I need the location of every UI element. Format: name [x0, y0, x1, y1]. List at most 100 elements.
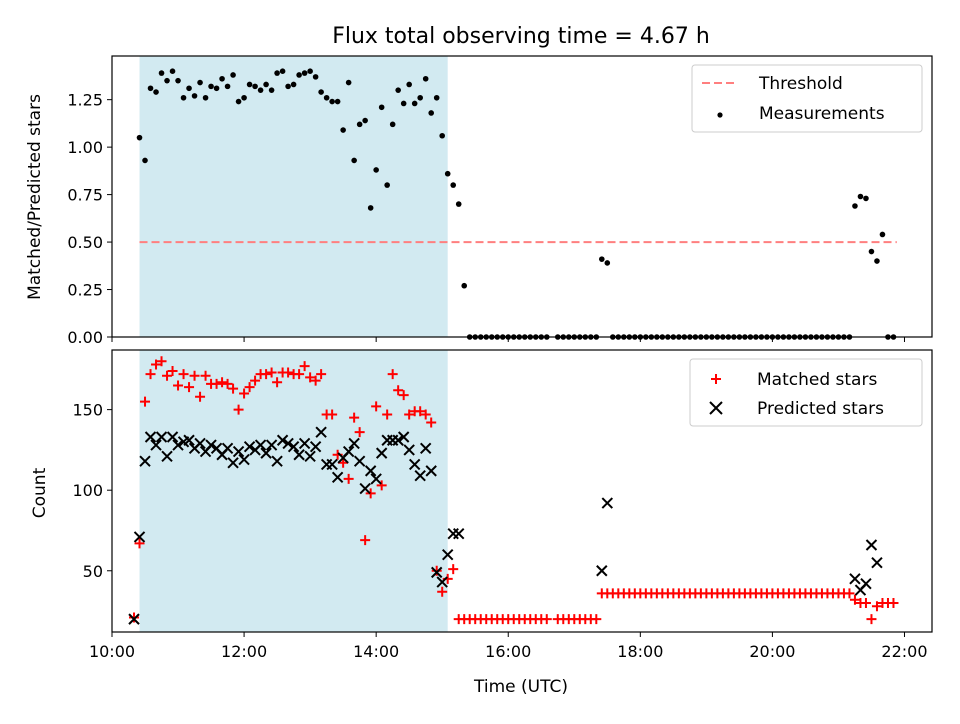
- matched-star-mark: [129, 612, 140, 623]
- x-tick-label: 18:00: [617, 642, 663, 661]
- measurement-point: [235, 98, 242, 105]
- predicted-star-stroke: [375, 447, 388, 459]
- observing-span-shade: [139, 56, 448, 337]
- measurement-point: [406, 81, 412, 88]
- matched-star-mark: [888, 597, 899, 608]
- matched-star-stroke: [338, 457, 349, 468]
- predicted-star-mark: [353, 455, 366, 467]
- measurement-point: [879, 231, 886, 238]
- predicted-star-stroke: [392, 434, 404, 446]
- x-tick-label: 16:00: [485, 642, 531, 661]
- matched-star-mark: [211, 378, 222, 389]
- observing-span-shade: [139, 350, 448, 632]
- predicted-star-stroke: [601, 497, 614, 509]
- matched-star-mark: [283, 367, 294, 378]
- matched-star-stroke: [272, 377, 283, 388]
- matched-star-mark: [426, 417, 437, 428]
- y-tick-label: 0.75: [67, 186, 103, 205]
- predicted-star-mark: [408, 458, 421, 471]
- matched-star-mark: [189, 370, 200, 381]
- legend: Threshold Measurements: [691, 64, 923, 133]
- predicted-star-mark: [287, 440, 300, 453]
- matched-star-stroke: [541, 614, 552, 625]
- predicted-star-mark: [326, 458, 338, 471]
- matched-star-stroke: [151, 359, 162, 370]
- matched-star-mark: [349, 412, 360, 423]
- predicted-star-stroke: [298, 437, 311, 450]
- legend-box: [691, 64, 923, 133]
- matched-star-mark: [371, 401, 382, 412]
- predicted-star-stroke: [408, 458, 421, 471]
- matched-star-mark: [173, 380, 184, 391]
- predicted-star-stroke: [430, 566, 443, 579]
- measurement-point: [461, 282, 468, 289]
- matched-star-mark: [404, 409, 415, 420]
- measurement-point: [268, 87, 275, 93]
- matched-star-stroke: [283, 367, 294, 378]
- matched-star-stroke: [217, 377, 228, 388]
- measurement-point: [351, 157, 357, 164]
- measurement-point: [367, 205, 374, 211]
- matched-star-stroke: [305, 372, 316, 383]
- measurement-point: [252, 83, 258, 90]
- matched-star-mark: [387, 369, 398, 380]
- measurement-point: [169, 68, 176, 74]
- measurement-point: [356, 121, 363, 128]
- matched-star-mark: [541, 614, 552, 625]
- matched-star-stroke: [398, 390, 409, 401]
- matched-star-stroke: [415, 406, 426, 417]
- measurement-point: [384, 182, 390, 188]
- predicted-star-mark: [375, 447, 388, 459]
- matched-star-stroke: [365, 488, 376, 499]
- matched-star-mark: [393, 385, 404, 396]
- matched-star-mark: [294, 369, 305, 380]
- predicted-star-mark: [276, 434, 289, 446]
- matched-star-stroke: [244, 382, 255, 393]
- predicted-star-mark: [392, 434, 404, 446]
- predicted-star-stroke: [353, 455, 366, 467]
- x-tick-label: 10:00: [89, 642, 135, 661]
- measurement-point: [147, 85, 154, 92]
- matched-star-mark: [217, 377, 228, 388]
- predicted-star-mark: [364, 465, 377, 477]
- measurement-point: [395, 87, 401, 93]
- predicted-star-mark: [871, 557, 883, 569]
- matched-star-stroke: [376, 480, 387, 491]
- predicted-star-stroke: [271, 455, 283, 467]
- matched-star-mark: [222, 378, 233, 389]
- matched-star-stroke: [266, 367, 277, 378]
- matched-star-stroke: [173, 380, 184, 391]
- predicted-star-mark: [430, 566, 443, 579]
- predicted-star-stroke: [419, 442, 432, 455]
- matched-star-mark: [228, 383, 239, 394]
- predicted-star-stroke: [128, 613, 140, 625]
- matched-star-stroke: [860, 597, 871, 608]
- measurement-point: [428, 110, 434, 116]
- matched-star-mark: [305, 372, 316, 383]
- axes-frame: [111, 55, 933, 338]
- x-tick-label: 22:00: [881, 642, 927, 661]
- matched-star-mark: [871, 601, 882, 612]
- measurement-point: [373, 167, 379, 173]
- predicted-star-mark: [601, 497, 614, 509]
- matched-star-stroke: [382, 409, 393, 420]
- x-tick-label: 14:00: [353, 642, 399, 661]
- measurement-point: [378, 104, 385, 111]
- matched-star-mark: [398, 390, 409, 401]
- matched-star-mark: [239, 388, 250, 399]
- matched-star-stroke: [420, 409, 431, 420]
- measurement-point: [422, 75, 429, 82]
- predicted-star-stroke: [172, 439, 184, 451]
- predicted-star-stroke: [205, 439, 217, 451]
- measurement-point: [285, 83, 291, 90]
- measurement-point: [312, 74, 319, 80]
- measurement-point: [213, 85, 220, 92]
- matched-star-stroke: [195, 391, 206, 402]
- predicted-star-mark: [260, 447, 272, 459]
- measurement-point: [598, 256, 605, 262]
- predicted-star-mark: [265, 439, 278, 451]
- measurement-point: [444, 170, 451, 177]
- predicted-star-mark: [436, 576, 448, 588]
- matched-star-stroke: [349, 412, 360, 423]
- matched-star-stroke: [134, 538, 145, 549]
